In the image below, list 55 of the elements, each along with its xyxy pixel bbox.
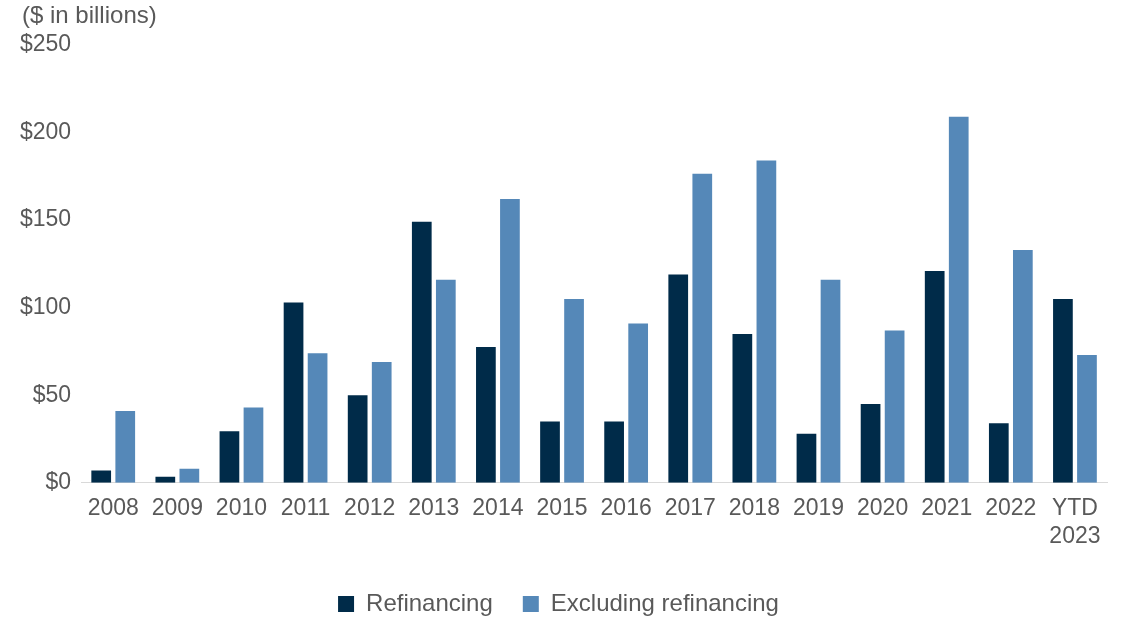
bar	[732, 333, 753, 483]
bar	[243, 407, 264, 483]
bar	[347, 395, 368, 483]
y-tick-label: $0	[45, 468, 72, 495]
x-tick-label: 2015	[536, 493, 588, 520]
bar	[307, 353, 328, 483]
y-tick-label: $50	[32, 380, 72, 407]
y-axis-title: ($ in billions)	[22, 0, 157, 28]
x-tick-label: 2021	[921, 493, 973, 520]
bar	[692, 173, 713, 483]
bar	[371, 361, 392, 483]
bar	[756, 160, 777, 483]
bar	[476, 347, 496, 483]
y-tick-label: $250	[19, 30, 72, 57]
bar	[564, 298, 584, 483]
y-tick-label: $100	[19, 293, 72, 320]
x-tick-label: 2011	[280, 493, 331, 520]
bar	[1053, 298, 1073, 483]
x-tick-label: 2020	[857, 493, 909, 520]
x-tick-label: 2010	[215, 493, 268, 520]
x-tick-label: 2008	[87, 493, 139, 520]
x-tick-label: 2016	[600, 493, 652, 520]
bar	[924, 270, 945, 483]
x-tick-label: 2012	[344, 493, 396, 520]
bar	[988, 423, 1009, 483]
bar	[796, 433, 817, 483]
bar	[668, 274, 689, 483]
x-tick-label: 2013	[408, 493, 460, 520]
bar	[948, 116, 969, 483]
bar	[411, 221, 432, 483]
x-tick-label: 2014	[472, 493, 524, 520]
x-tick-label: 2017	[664, 493, 716, 520]
bar	[283, 302, 304, 483]
y-tick-label: $150	[19, 205, 72, 232]
x-tick-label: 2022	[985, 493, 1037, 520]
bar	[604, 421, 624, 483]
legend-label: Refinancing	[366, 588, 493, 616]
legend-label: Excluding refinancing	[550, 588, 779, 616]
x-tick-label: 2009	[151, 493, 203, 520]
bar	[820, 279, 841, 483]
x-tick-label: 2019	[792, 493, 845, 520]
x-tick-label: YTD 2023	[1049, 493, 1101, 548]
bar	[628, 323, 649, 483]
bar	[435, 279, 456, 483]
x-tick-label: 2018	[728, 493, 780, 520]
bar	[219, 431, 240, 483]
bar	[115, 411, 136, 483]
bar	[1077, 354, 1097, 483]
bar	[500, 199, 520, 483]
bar	[860, 404, 881, 483]
bar	[91, 470, 112, 483]
bar	[1012, 249, 1033, 483]
bar	[884, 330, 905, 483]
bar	[540, 421, 560, 483]
y-tick-label: $200	[19, 117, 72, 144]
